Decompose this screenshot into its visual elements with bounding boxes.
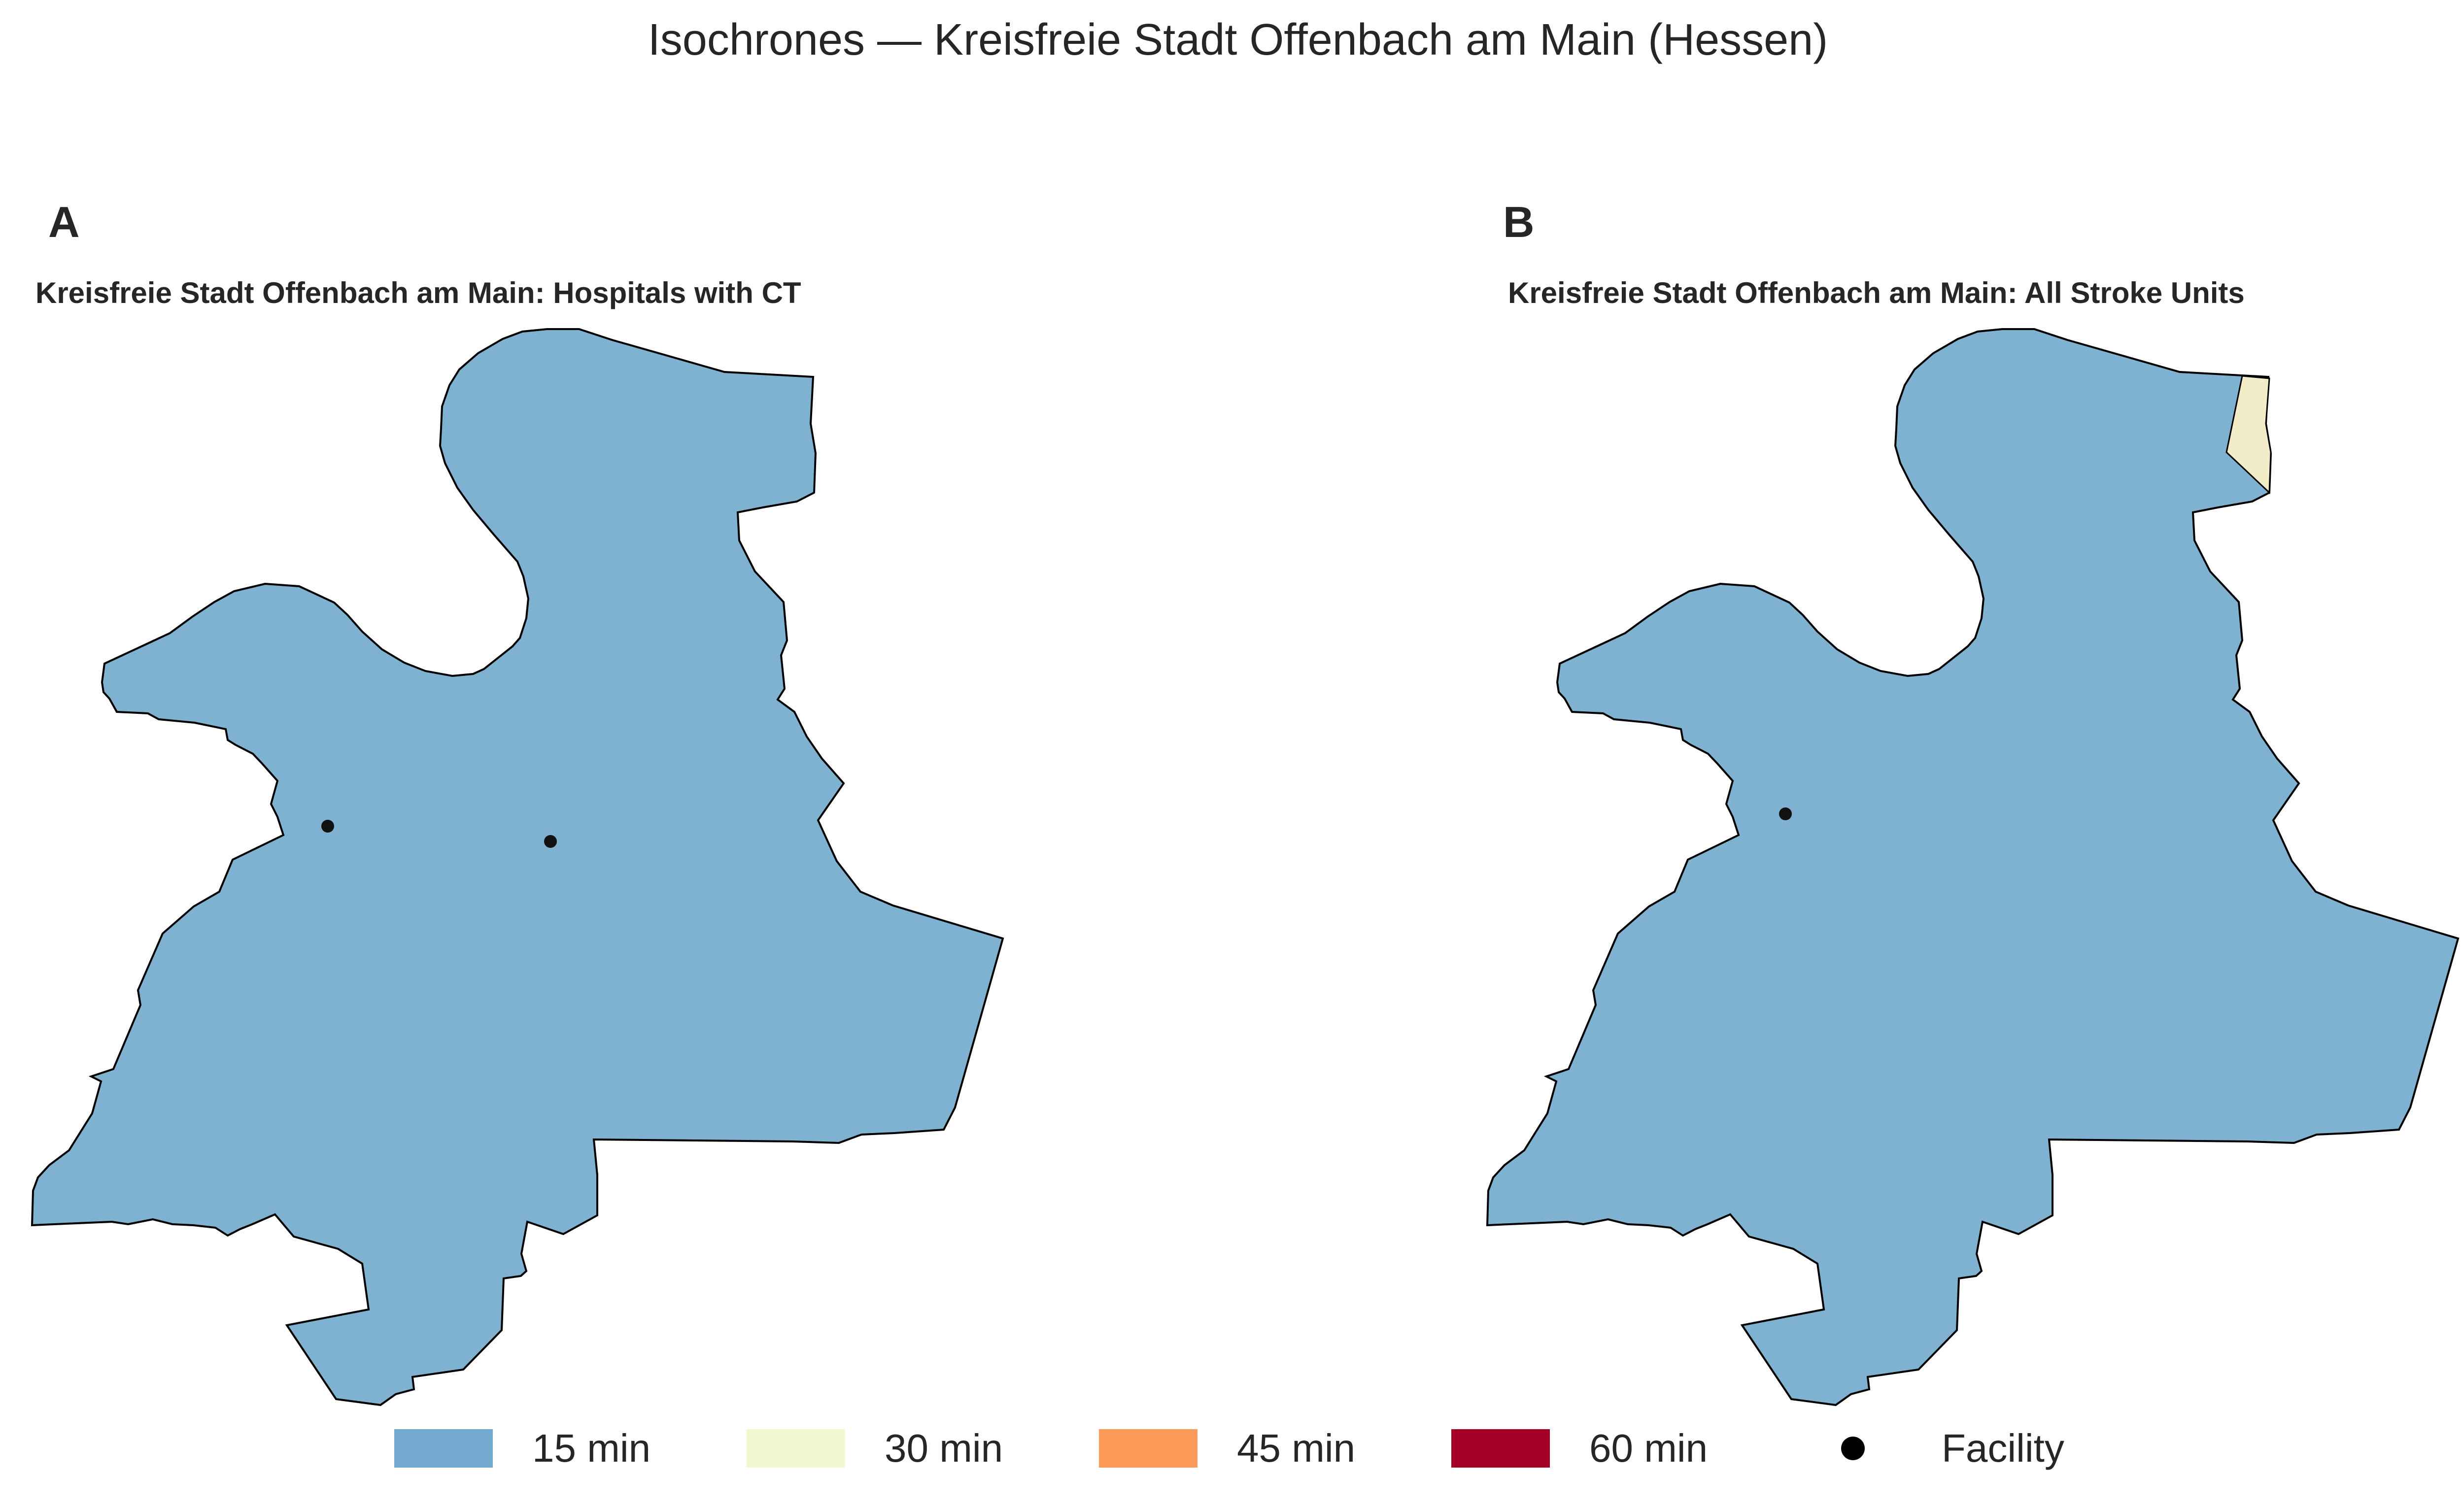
legend-label-60min: 60 min <box>1589 1426 1708 1470</box>
panel-a-15min-zone <box>31 328 1004 1406</box>
legend-item-30min: 30 min <box>747 1421 1003 1475</box>
legend-item-60min: 60 min <box>1451 1421 1708 1475</box>
panel-b-15min-zone <box>1486 328 2459 1406</box>
panel-b-letter: B <box>1503 198 1535 246</box>
legend-item-facility: Facility <box>1804 1421 2064 1475</box>
panel-b-facility-1 <box>1779 807 1792 820</box>
legend-item-45min: 45 min <box>1099 1421 1355 1475</box>
legend-label-facility: Facility <box>1942 1426 2064 1470</box>
map-panel-a <box>31 328 1004 1406</box>
legend-label-30min: 30 min <box>885 1426 1003 1470</box>
panel-b-30min-zone <box>2225 375 2272 495</box>
panel-a-title: Kreisfreie Stadt Offenbach am Main: Hosp… <box>35 276 801 309</box>
panel-a-facility-2 <box>544 835 557 848</box>
legend-item-15min: 15 min <box>394 1421 650 1475</box>
panel-b-title: Kreisfreie Stadt Offenbach am Main: All … <box>1508 276 2245 309</box>
legend-swatch-30min <box>747 1429 845 1468</box>
panel-a-facility-1 <box>321 820 334 833</box>
map-panel-b <box>1486 328 2459 1406</box>
figure-title: Isochrones — Kreisfreie Stadt Offenbach … <box>648 15 1828 65</box>
legend-swatch-45min <box>1099 1429 1198 1468</box>
panel-a-letter: A <box>48 198 80 246</box>
legend-label-15min: 15 min <box>532 1426 651 1470</box>
legend-label-45min: 45 min <box>1237 1426 1356 1470</box>
legend-swatch-15min <box>394 1429 493 1468</box>
legend-facility-dot-icon <box>1841 1437 1865 1460</box>
legend: 15 min 30 min 45 min 60 min Facility <box>394 1421 2267 1475</box>
legend-swatch-60min <box>1451 1429 1550 1468</box>
